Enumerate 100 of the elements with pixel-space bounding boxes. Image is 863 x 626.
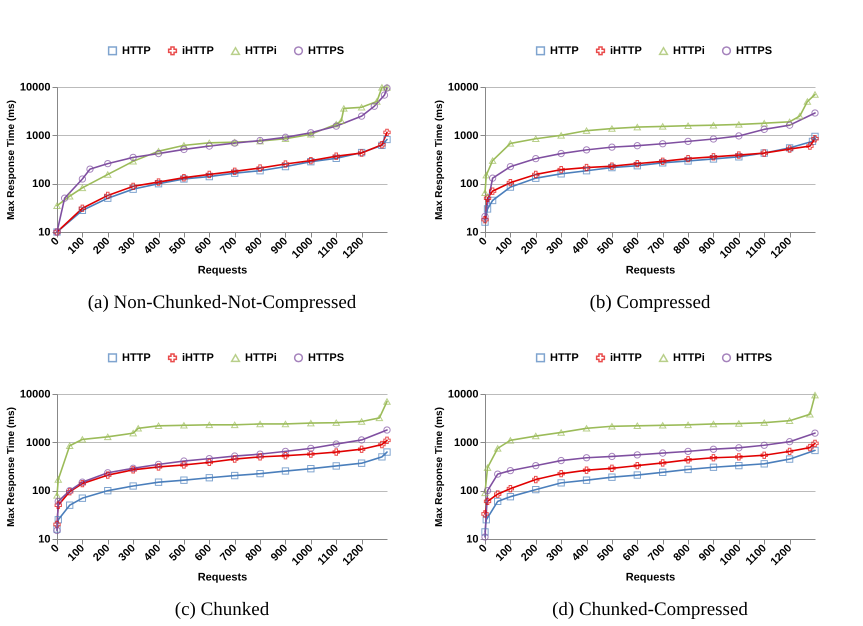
legend-label: HTTPi [673,45,705,58]
legend-label: iHTTP [610,352,642,364]
point [484,464,492,471]
point [760,452,768,459]
point [532,486,540,494]
y-tick-label: 100 [460,178,478,190]
point [54,498,62,506]
y-tick-label: 10 [38,534,50,546]
legend-label: HTTP [122,352,151,364]
point [634,451,641,459]
point [634,160,641,168]
x-tick-label: 500 [167,542,189,564]
legend-label: HTTPi [673,352,705,364]
x-tick-label: 900 [696,542,718,564]
y-tick-label: 1000 [26,130,50,142]
x-tick-label: 600 [192,235,214,257]
point [134,425,142,432]
point [608,125,616,132]
point [786,455,794,463]
point [129,430,137,436]
point [206,458,213,466]
y-tick-label: 10000 [448,82,478,94]
point [206,140,213,146]
y-tick-label: 100 [32,485,50,498]
point [78,204,86,212]
point [532,170,540,178]
point [482,516,490,524]
point [494,470,502,478]
point [383,398,391,405]
x-tick-label: 400 [142,235,164,257]
point [659,422,666,429]
legend-label: HTTPS [736,44,772,57]
point [332,440,340,448]
point [104,171,112,178]
point [557,150,565,158]
point [494,490,502,498]
point [532,462,540,470]
x-axis-title: Requests [198,264,248,276]
x-tick-label: 300 [116,235,138,257]
legend-label: HTTPi [245,45,277,58]
x-tick-label: 900 [268,235,290,257]
point [104,487,112,494]
point [488,174,496,182]
point [206,454,213,462]
x-axis-title: Requests [626,264,676,276]
y-axis-title: Max Response Time (ms) [434,407,445,527]
x-tick-label: 500 [595,542,617,564]
legend-label: HTTP [122,44,151,57]
point [608,464,616,472]
legend-label: HTTPS [308,44,344,57]
point [634,462,641,470]
y-axis-title: Max Response Time (ms) [6,407,17,527]
point [684,466,692,474]
point [735,462,743,470]
point [154,460,162,468]
point [481,216,489,224]
point [557,429,565,436]
point [760,419,768,426]
point [482,172,490,178]
x-tick-label: 400 [570,235,592,257]
y-tick-label: 10 [38,226,50,238]
point [53,202,61,209]
point [154,463,162,471]
point [608,452,616,460]
point [78,494,86,502]
point [154,478,162,486]
point [786,438,794,446]
point [180,457,188,465]
legend-label: iHTTP [610,44,642,57]
point [786,122,794,129]
point [557,470,565,478]
point [634,142,641,150]
point [735,420,743,427]
point [378,453,386,461]
point [481,218,489,226]
point [532,174,540,182]
point [378,440,386,448]
point [557,479,565,487]
point [557,456,565,464]
point [383,426,391,434]
x-tick-label: 500 [595,235,617,257]
point [256,470,264,478]
point [256,420,264,428]
x-tick-label: 400 [570,542,592,564]
point [710,454,718,462]
point [373,98,381,105]
point [684,154,692,162]
point [484,205,492,213]
x-tick-label: 200 [519,235,541,257]
point [376,414,384,422]
x-axis-title: Requests [198,571,248,584]
point [129,182,137,190]
point [506,178,514,186]
point [129,185,137,193]
point [786,118,794,126]
point [104,469,112,476]
point [488,157,496,164]
legend-label: iHTTP [182,44,214,57]
point [760,126,768,134]
text: (d) Chunked-Compressed [552,598,748,620]
